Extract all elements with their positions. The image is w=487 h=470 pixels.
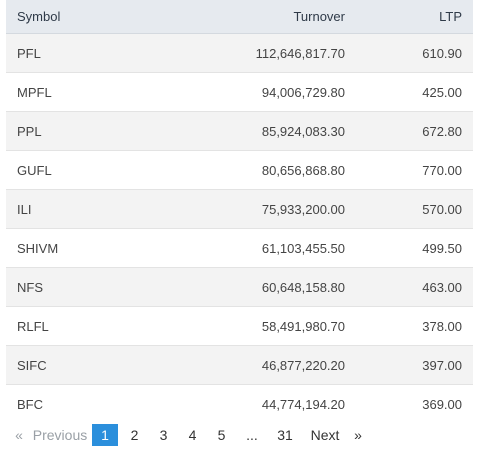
cell-turnover: 46,877,220.20 <box>178 345 356 385</box>
cell-symbol: BFC <box>6 384 178 423</box>
cell-ltp: 672.80 <box>356 111 473 151</box>
cell-ltp: 369.00 <box>356 384 473 423</box>
table-row[interactable]: NFS 60,648,158.80 463.00 <box>6 267 473 307</box>
table-row[interactable]: SIFC 46,877,220.20 397.00 <box>6 345 473 385</box>
previous-page-link[interactable]: Previous <box>32 427 88 443</box>
page-link-1[interactable]: 1 <box>92 424 118 446</box>
cell-ltp: 425.00 <box>356 72 473 112</box>
cell-turnover: 61,103,455.50 <box>178 228 356 268</box>
cell-turnover: 80,656,868.80 <box>178 150 356 190</box>
header-ltp[interactable]: LTP <box>356 0 473 34</box>
turnover-table: Symbol Turnover LTP PFL 112,646,817.70 6… <box>6 0 473 423</box>
table-row[interactable]: GUFL 80,656,868.80 770.00 <box>6 150 473 190</box>
page-link-2[interactable]: 2 <box>130 427 139 443</box>
cell-ltp: 610.90 <box>356 33 473 73</box>
pagination: « Previous 1 2 3 4 5 ... 31 Next » <box>10 423 368 447</box>
cell-ltp: 397.00 <box>356 345 473 385</box>
next-page-arrow[interactable]: » <box>354 427 362 443</box>
cell-symbol: NFS <box>6 267 178 307</box>
first-page-arrow[interactable]: « <box>15 427 23 443</box>
header-turnover[interactable]: Turnover <box>178 0 356 34</box>
cell-turnover: 112,646,817.70 <box>178 33 356 73</box>
table-row[interactable]: PFL 112,646,817.70 610.90 <box>6 33 473 73</box>
table-row[interactable]: SHIVM 61,103,455.50 499.50 <box>6 228 473 268</box>
cell-symbol: ILI <box>6 189 178 229</box>
cell-turnover: 75,933,200.00 <box>178 189 356 229</box>
cell-turnover: 44,774,194.20 <box>178 384 356 423</box>
cell-ltp: 570.00 <box>356 189 473 229</box>
cell-symbol: GUFL <box>6 150 178 190</box>
cell-ltp: 499.50 <box>356 228 473 268</box>
table-header-row: Symbol Turnover LTP <box>6 0 473 34</box>
table-row[interactable]: RLFL 58,491,980.70 378.00 <box>6 306 473 346</box>
table-row[interactable]: PPL 85,924,083.30 672.80 <box>6 111 473 151</box>
cell-turnover: 58,491,980.70 <box>178 306 356 346</box>
cell-turnover: 85,924,083.30 <box>178 111 356 151</box>
cell-symbol: RLFL <box>6 306 178 346</box>
cell-symbol: PFL <box>6 33 178 73</box>
cell-ltp: 770.00 <box>356 150 473 190</box>
next-page-link[interactable]: Next <box>310 427 340 443</box>
table-row[interactable]: ILI 75,933,200.00 570.00 <box>6 189 473 229</box>
page-link-5[interactable]: 5 <box>217 427 226 443</box>
header-symbol[interactable]: Symbol <box>6 0 178 34</box>
cell-turnover: 60,648,158.80 <box>178 267 356 307</box>
cell-symbol: MPFL <box>6 72 178 112</box>
cell-ltp: 378.00 <box>356 306 473 346</box>
cell-ltp: 463.00 <box>356 267 473 307</box>
cell-symbol: SHIVM <box>6 228 178 268</box>
page-link-3[interactable]: 3 <box>159 427 168 443</box>
table-row[interactable]: BFC 44,774,194.20 369.00 <box>6 384 473 423</box>
table-row[interactable]: MPFL 94,006,729.80 425.00 <box>6 72 473 112</box>
page-link-last[interactable]: 31 <box>277 427 293 443</box>
cell-symbol: SIFC <box>6 345 178 385</box>
pagination-ellipsis: ... <box>246 427 258 443</box>
page-link-4[interactable]: 4 <box>188 427 197 443</box>
cell-turnover: 94,006,729.80 <box>178 72 356 112</box>
cell-symbol: PPL <box>6 111 178 151</box>
